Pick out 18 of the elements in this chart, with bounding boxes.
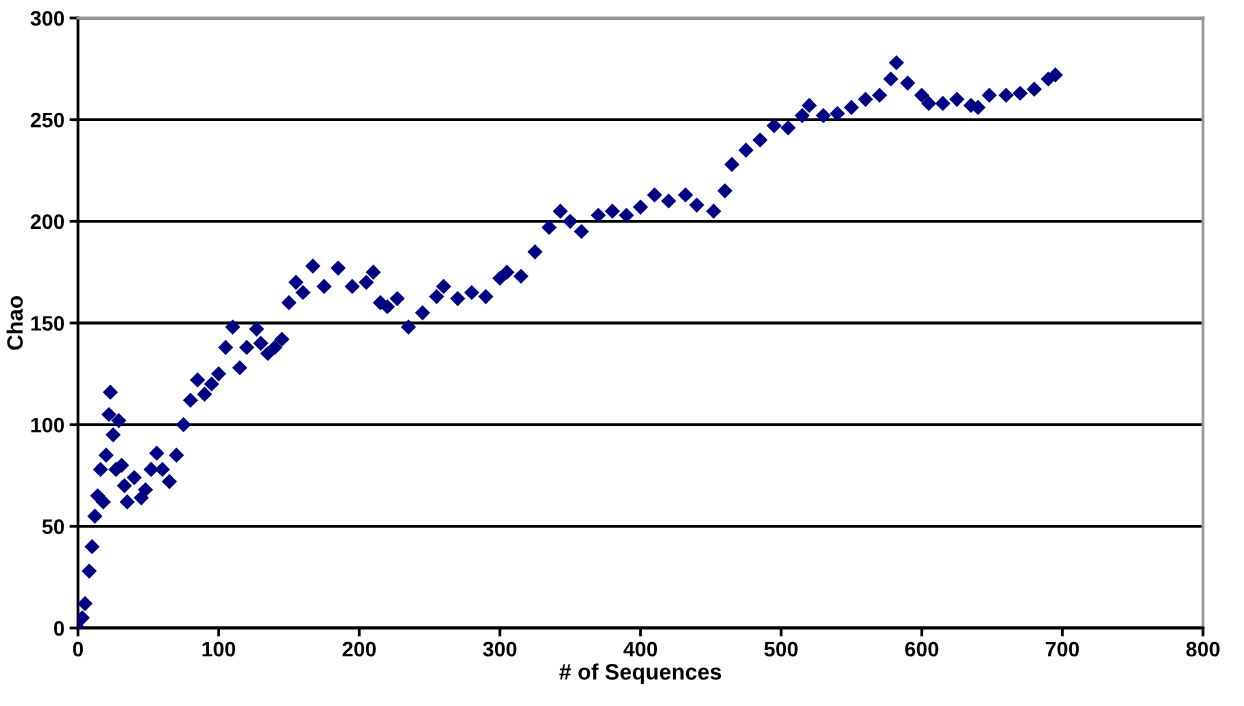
y-tick-label: 50 (42, 519, 64, 535)
y-tick-label: 300 (30, 11, 64, 26)
x-tick-label: 300 (482, 641, 517, 657)
x-tick-label: 0 (73, 641, 83, 657)
x-tick-label: 200 (342, 641, 376, 657)
x-tick-label: 100 (202, 641, 236, 657)
y-tick-label: 150 (31, 316, 64, 331)
x-tick-label: 800 (1186, 641, 1220, 657)
y-tick-label: 200 (30, 214, 64, 230)
x-tick-label: 600 (905, 641, 939, 657)
y-tick-label: 250 (30, 112, 64, 128)
x-tick-label: 400 (623, 641, 658, 657)
x-tick-label: 500 (764, 641, 798, 657)
y-axis-title: Chao (6, 296, 23, 350)
x-tick-label: 700 (1045, 641, 1079, 657)
x-axis-title: # of Sequences (559, 663, 722, 685)
y-tick-label: 100 (31, 417, 64, 433)
y-tick-label: 0 (54, 621, 64, 636)
